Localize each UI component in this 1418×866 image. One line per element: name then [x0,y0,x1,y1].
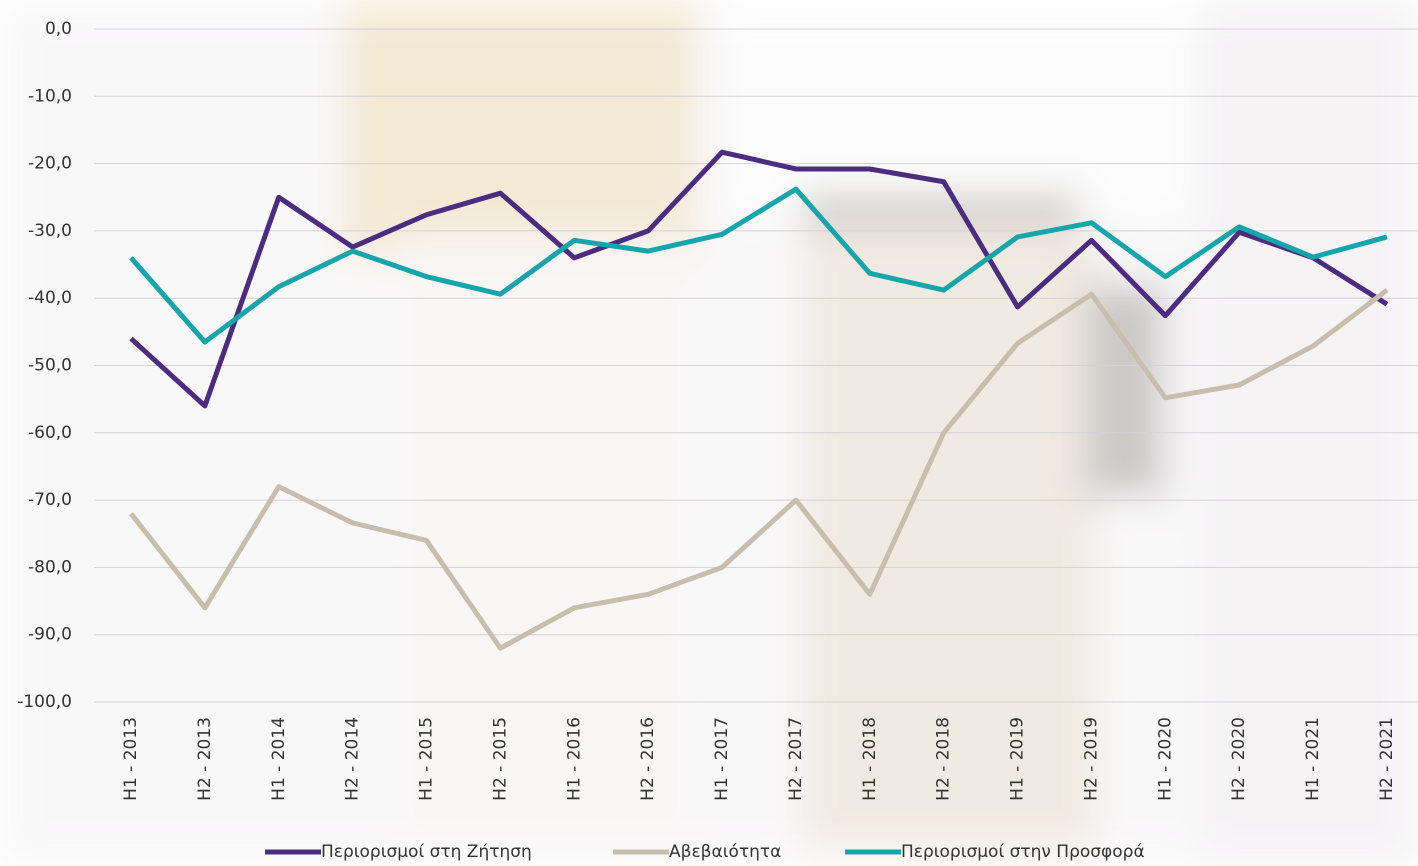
y-tick-label: -100,0 [17,692,72,712]
x-tick-label: H1 - 2019 [1008,717,1028,801]
x-tick-label: H2 - 2019 [1081,717,1101,801]
legend-label: Περιορισμοί στη Ζήτηση [321,842,532,862]
y-tick-label: -30,0 [28,221,72,241]
x-tick-label: H2 - 2018 [934,717,954,801]
x-tick-label: H1 - 2014 [269,717,289,801]
x-tick-label: H2 - 2017 [786,717,806,801]
legend-label: Περιορισμοί στην Προσφορά [901,842,1145,862]
x-tick-label: H2 - 2013 [195,717,215,801]
y-tick-label: -40,0 [28,288,72,308]
y-tick-label: -70,0 [28,490,72,510]
legend-label: Αβεβαιότητα [669,842,781,862]
x-tick-label: H2 - 2021 [1377,717,1397,801]
chart: 0,0 -10,0 -20,0 -30,0 -40,0 -50,0 -60,0 -70,0 -8… [0,0,1418,866]
x-tick-label: H1 - 2017 [712,717,732,801]
y-tick-label: -20,0 [28,154,72,174]
x-tick-label: H2 - 2015 [490,717,510,801]
y-tick-label: -10,0 [28,86,72,106]
y-tick-label: 0,0 [45,19,72,39]
x-tick-label: H2 - 2014 [343,717,363,801]
x-tick-label: H1 - 2021 [1303,717,1323,801]
y-tick-label: -80,0 [28,557,72,577]
y-tick-label: -50,0 [28,356,72,376]
x-tick-label: H2 - 2016 [638,717,658,801]
x-tick-label: H1 - 2015 [417,717,437,801]
y-tick-label: -90,0 [28,625,72,645]
x-tick-label: H1 - 2020 [1155,717,1175,801]
x-tick-label: H1 - 2013 [121,717,141,801]
x-tick-label: H2 - 2020 [1229,717,1249,801]
x-tick-label: H1 - 2016 [564,717,584,801]
y-tick-label: -60,0 [28,423,72,443]
x-tick-label: H1 - 2018 [860,717,880,801]
